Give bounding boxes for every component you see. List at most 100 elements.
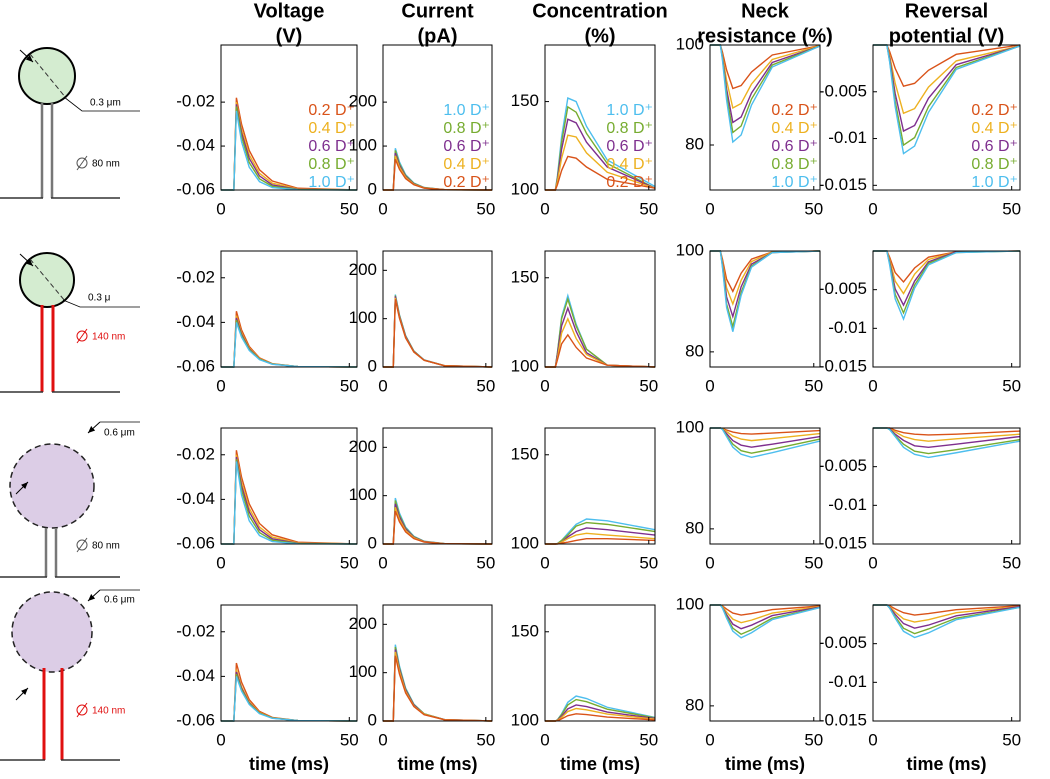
x-tick-label: 0 [705, 376, 714, 395]
legend-entry: 0.6 D⁺ [771, 138, 818, 155]
y-tick-label: -0.06 [176, 179, 215, 198]
x-tick-label: 0 [868, 553, 877, 572]
y-tick-label: 100 [676, 34, 704, 53]
y-tick-label: 100 [349, 308, 377, 327]
legend-entry: 1.0 D⁺ [308, 174, 355, 191]
plot-frame [709, 44, 821, 191]
legend-entry: 0.8 D⁺ [308, 156, 355, 173]
x-tick-label: 50 [1002, 553, 1021, 572]
series-line [221, 450, 358, 545]
x-tick-label: 0 [540, 730, 549, 749]
x-axis-label: time (ms) [906, 754, 986, 774]
y-tick-label: -0.005 [819, 456, 867, 475]
series-line [221, 669, 358, 722]
legend-entry: 1.0 D⁺ [971, 174, 1018, 191]
x-tick-label: 50 [639, 376, 658, 395]
y-tick-label: 100 [349, 485, 377, 504]
series-line [221, 110, 358, 191]
legend-entry: 0.4 D⁺ [443, 156, 490, 173]
y-tick-label: -0.02 [176, 92, 215, 111]
x-tick-label: 50 [639, 553, 658, 572]
series-line [710, 44, 821, 144]
y-tick-label: 100 [349, 136, 377, 155]
x-axis-label: time (ms) [249, 754, 329, 774]
series-line [383, 299, 493, 368]
series-line [383, 646, 493, 722]
legend-entry: 0.8 D⁺ [971, 156, 1018, 173]
plot-frame [382, 250, 493, 368]
legend-entry: 0.6 D⁺ [308, 138, 355, 155]
x-tick-label: 50 [639, 730, 658, 749]
neck-label: 80 nm [92, 159, 120, 170]
y-tick-label: 100 [511, 356, 539, 375]
y-tick-label: 100 [676, 240, 704, 259]
x-tick-label: 0 [868, 730, 877, 749]
y-tick-label: 100 [676, 417, 704, 436]
legend-entry: 0.4 D⁺ [308, 120, 355, 137]
chart: 100 150 0 50 time (ms) [511, 604, 658, 774]
chart: -0.015 -0.01 -0.005 0 50 [819, 427, 1021, 572]
x-tick-label: 50 [804, 376, 823, 395]
y-tick-label: 200 [349, 260, 377, 279]
chart: 80 100 0 50 [676, 240, 824, 395]
plot-frame [709, 427, 821, 545]
series-line [873, 427, 1021, 459]
diagram-3: 0.6 μm 80 nm [0, 421, 140, 578]
legend-entry: 0.6 D⁺ [606, 138, 653, 155]
y-tick-label: -0.005 [819, 633, 867, 652]
x-tick-label: 50 [804, 730, 823, 749]
series-line [710, 250, 821, 332]
y-tick-label: 150 [511, 621, 539, 640]
series-line [221, 311, 358, 368]
legend-entry: 1.0 D⁺ [443, 102, 490, 119]
y-tick-label: 150 [511, 91, 539, 110]
y-tick-label: -0.015 [819, 356, 867, 375]
neck-label: 80 nm [92, 541, 120, 552]
x-tick-label: 50 [804, 553, 823, 572]
x-axis-label: time (ms) [560, 754, 640, 774]
plot-frame [544, 604, 656, 722]
y-tick-label: 80 [685, 518, 704, 537]
chart: 100 150 0 50 [511, 427, 658, 572]
legend-entry: 0.2 D⁺ [971, 102, 1018, 119]
y-tick-label: 100 [511, 533, 539, 552]
chart-title: Concentration [532, 0, 668, 22]
y-tick-label: -0.015 [819, 533, 867, 552]
chart-title: Voltage [254, 0, 325, 22]
series-line [383, 649, 493, 722]
plot-frame [709, 250, 821, 368]
y-tick-label: 100 [349, 662, 377, 681]
legend-entry: 1.0 D⁺ [771, 174, 818, 191]
series-line [221, 461, 358, 545]
y-tick-label: -0.02 [176, 267, 215, 286]
legend-entry: 0.4 D⁺ [771, 120, 818, 137]
diagram-1: 0.3 μm 80 nm [0, 47, 140, 199]
y-tick-label: 0 [368, 710, 377, 729]
y-tick-label: 100 [511, 179, 539, 198]
plot-frame [872, 250, 1021, 368]
chart-title: resistance (%) [697, 25, 833, 47]
series-line [221, 456, 358, 545]
x-axis-label: time (ms) [397, 754, 477, 774]
y-tick-label: 80 [685, 134, 704, 153]
x-tick-label: 0 [378, 376, 387, 395]
chart: -0.06 -0.04 -0.02 0 50 Voltage (V) 0.2 D⁺0.4 D⁺… [176, 0, 359, 218]
y-tick-label: 200 [349, 437, 377, 456]
plot-frame [872, 44, 1021, 191]
y-tick-label: -0.01 [828, 318, 867, 337]
chart: -0.015 -0.01 -0.005 0 50 Reversal potential (V… [819, 0, 1021, 218]
y-tick-label: 200 [349, 614, 377, 633]
x-tick-label: 0 [216, 376, 225, 395]
y-tick-label: 0 [368, 179, 377, 198]
x-tick-label: 0 [868, 376, 877, 395]
plot-frame [709, 604, 821, 722]
x-tick-label: 0 [705, 730, 714, 749]
legend-entry: 0.8 D⁺ [443, 120, 490, 137]
y-tick-label: 200 [349, 92, 377, 111]
series-line [873, 604, 1021, 639]
y-tick-label: 150 [511, 444, 539, 463]
head-label: 0.3 μ [88, 293, 111, 304]
